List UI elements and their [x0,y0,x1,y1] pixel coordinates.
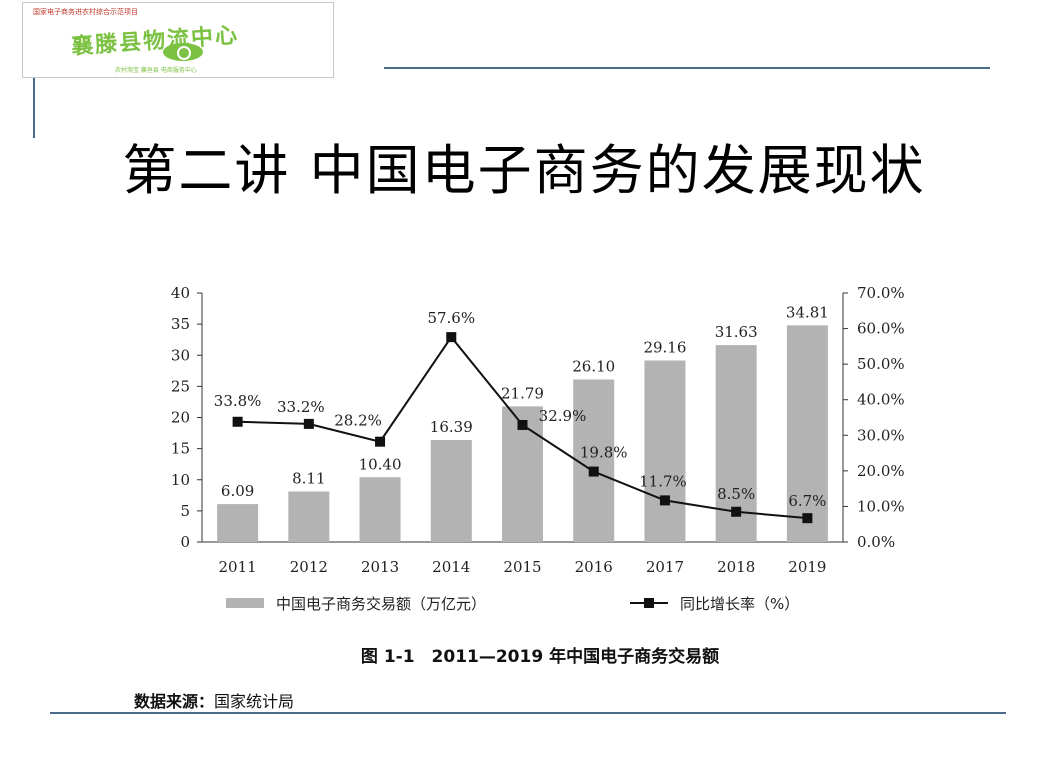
bar-value-label: 16.39 [430,418,473,436]
growth-label: 6.7% [788,492,826,510]
y-left-tick-label: 40 [171,284,190,302]
y-right-tick-label: 60.0% [857,320,905,338]
bar [430,439,472,542]
growth-point [232,416,243,427]
bar-value-label: 26.10 [572,358,615,376]
y-right-tick-label: 10.0% [857,497,905,515]
x-tick-label: 2018 [717,558,755,576]
logo-top-text: 国家电子商务进农村综合示范项目 [33,8,138,16]
y-left-tick-label: 0 [180,533,190,551]
footer-rule [50,712,1006,714]
growth-point [517,419,528,430]
y-left-tick-label: 5 [180,502,190,520]
ecommerce-chart: 0 5 10 15 20 25 30 35 40 0.0% 10.0% 20.0% 30.0% 40.0%… [171,284,905,613]
growth-point [802,513,813,524]
growth-label: 19.8% [580,444,628,462]
x-tick-label: 2016 [575,558,613,576]
x-tick-label: 2011 [219,558,257,576]
y-right-tick-label: 70.0% [857,284,905,302]
header-rule [384,67,990,69]
x-tick-label: 2019 [788,558,826,576]
bar-value-label: 31.63 [715,323,758,341]
y-left-tick-label: 20 [171,409,190,427]
y-left-tick-label: 35 [171,315,190,333]
bar-value-label: 8.11 [292,470,325,488]
growth-point [446,332,457,343]
logo-sub-text: 农村淘宝 襄垣县 电商服务中心 [115,67,197,74]
bar [786,325,828,542]
growth-label: 28.2% [334,412,382,430]
growth-point [731,506,742,517]
y-right-tick-label: 50.0% [857,355,905,373]
left-accent-rule [33,78,35,138]
growth-label: 33.8% [214,392,262,410]
x-tick-label: 2013 [361,558,399,576]
legend-line-marker [644,598,654,608]
growth-point [375,436,386,447]
legend-line-label: 同比增长率（%） [680,595,799,613]
x-tick-label: 2014 [432,558,470,576]
logo: 国家电子商务进农村综合示范项目 襄滕县物流中心 农村淘宝 襄垣县 电商服务中心 [22,2,334,78]
growth-label: 57.6% [427,309,475,327]
y-right-tick-label: 30.0% [857,426,905,444]
growth-point [588,466,599,477]
slide-title: 第二讲 中国电子商务的发展现状 [122,139,926,202]
data-source-value: 国家统计局 [214,692,295,711]
bar-value-label: 10.40 [359,455,402,473]
bar-value-label: 34.81 [786,303,829,321]
x-tick-label: 2012 [290,558,328,576]
y-right-tick-label: 20.0% [857,462,905,480]
x-tick-label: 2015 [503,558,541,576]
bar-value-label: 21.79 [501,384,544,402]
figure-caption: 图 1-1 2011—2019 年中国电子商务交易额 [360,647,720,667]
growth-point [659,495,670,506]
growth-label: 8.5% [717,485,755,503]
legend-bar-label: 中国电子商务交易额（万亿元） [276,595,486,613]
growth-point [303,418,314,429]
x-tick-label: 2017 [646,558,684,576]
bar [217,504,259,542]
bar [644,360,686,542]
bar-value-label: 29.16 [643,338,686,356]
y-left-tick-label: 10 [171,471,190,489]
growth-label: 32.9% [539,407,587,425]
bar [359,477,401,542]
bar-value-label: 6.09 [221,482,254,500]
bar [573,379,615,542]
legend-bar-swatch [226,598,264,608]
y-left-tick-label: 30 [171,346,190,364]
bar [288,491,330,542]
logo-emblem-icon [163,43,203,61]
data-source-label: 数据来源： [134,692,215,711]
y-left-tick-label: 15 [171,440,190,458]
y-left-tick-label: 25 [171,377,190,395]
y-right-tick-label: 40.0% [857,391,905,409]
y-right-tick-label: 0.0% [857,533,895,551]
growth-label: 33.2% [277,398,325,416]
growth-label: 11.7% [639,472,687,490]
data-source: 数据来源：国家统计局 [134,688,294,712]
